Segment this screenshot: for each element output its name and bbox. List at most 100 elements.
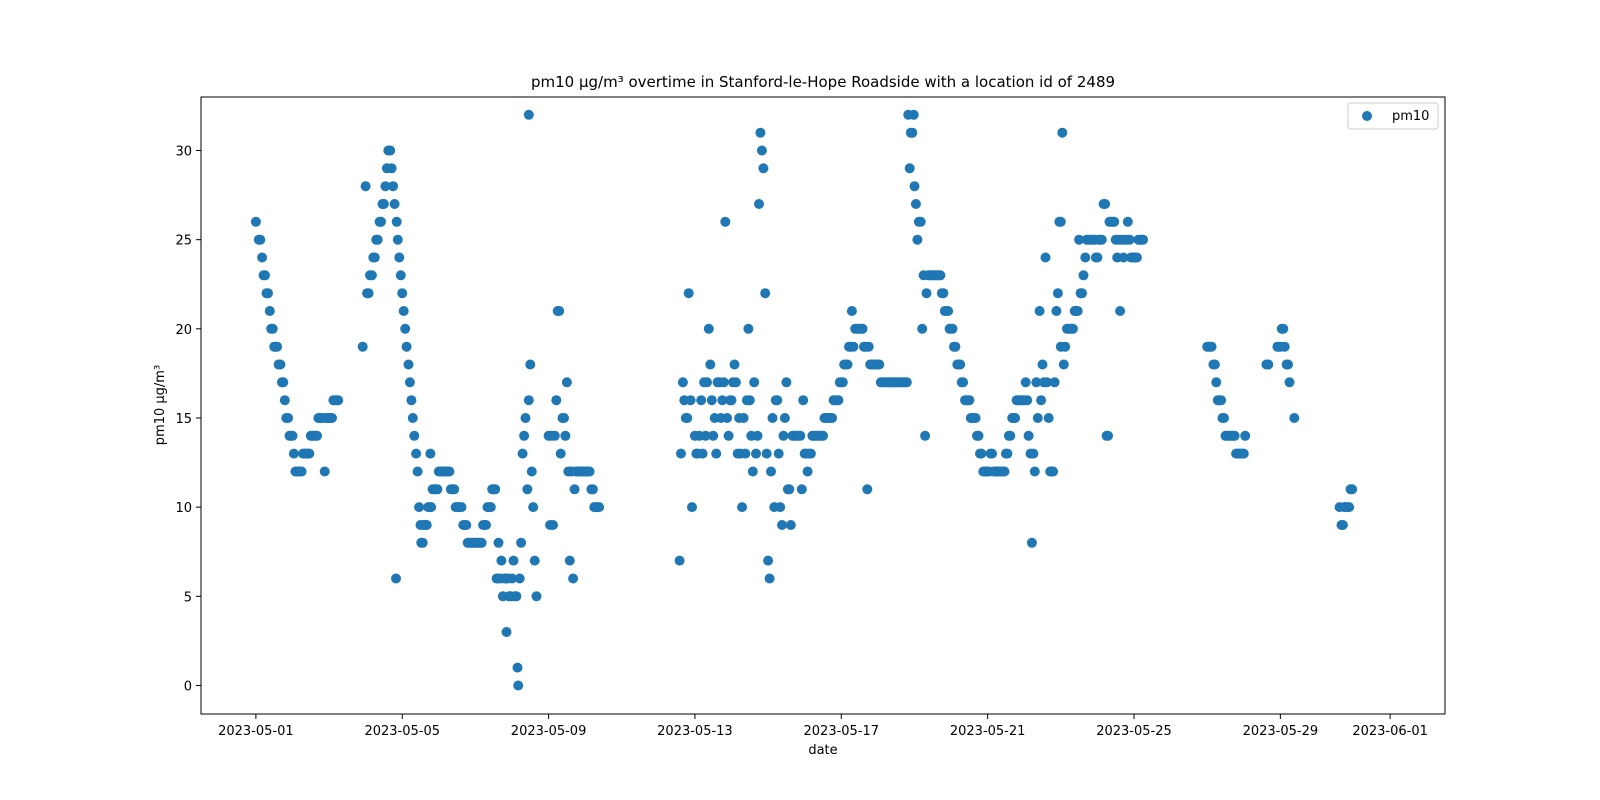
- data-point: [987, 448, 997, 459]
- data-point: [561, 377, 572, 388]
- data-point: [426, 502, 437, 513]
- x-tick-label: 2023-05-01: [218, 724, 294, 739]
- data-point: [512, 662, 523, 673]
- y-tick-label: 30: [175, 144, 192, 159]
- data-point: [863, 341, 874, 352]
- data-point: [1096, 234, 1107, 245]
- data-point: [523, 395, 534, 406]
- data-point: [827, 413, 838, 423]
- data-point: [1010, 413, 1021, 423]
- data-point: [1263, 359, 1274, 370]
- data-point: [476, 537, 487, 548]
- data-point: [1032, 413, 1043, 423]
- data-point: [756, 145, 767, 156]
- data-point: [272, 341, 283, 352]
- data-point: [1036, 395, 1047, 406]
- data-point: [773, 448, 784, 459]
- data-point: [516, 537, 527, 548]
- data-point: [798, 395, 809, 406]
- data-point: [1278, 323, 1289, 334]
- data-point: [568, 573, 579, 584]
- data-point: [767, 413, 778, 423]
- data-point: [529, 555, 540, 566]
- y-tick-label: 10: [175, 501, 192, 516]
- data-point: [970, 413, 981, 423]
- y-tick-label: 5: [184, 590, 192, 605]
- plot-frame: [200, 96, 1446, 715]
- data-point: [1103, 430, 1113, 441]
- data-point: [751, 448, 761, 459]
- data-point: [1122, 216, 1133, 227]
- data-point: [490, 484, 501, 495]
- data-point: [973, 430, 984, 441]
- data-point: [493, 537, 504, 548]
- data-point: [1337, 520, 1348, 530]
- data-point: [376, 216, 386, 227]
- legend-marker: [1362, 111, 1372, 121]
- data-point: [766, 466, 776, 477]
- data-point: [417, 537, 428, 548]
- data-point: [915, 216, 926, 227]
- data-point: [1074, 234, 1085, 245]
- data-point: [296, 466, 307, 477]
- data-point: [846, 306, 857, 316]
- data-point: [275, 359, 286, 370]
- data-point: [1216, 395, 1227, 406]
- data-point: [976, 448, 987, 459]
- legend-label: pm10: [1392, 109, 1429, 124]
- data-point: [862, 484, 873, 495]
- data-point: [1055, 216, 1066, 227]
- data-point: [304, 448, 315, 459]
- data-point: [700, 430, 711, 441]
- data-point: [520, 413, 531, 423]
- data-point: [777, 520, 787, 530]
- data-point: [385, 145, 396, 156]
- data-point: [677, 377, 688, 388]
- data-point: [255, 234, 266, 245]
- data-point: [389, 199, 400, 209]
- data-point: [1041, 377, 1052, 388]
- data-point: [560, 430, 571, 441]
- data-point: [1344, 502, 1355, 513]
- data-point: [412, 466, 423, 477]
- data-point: [837, 377, 848, 388]
- data-point: [1026, 537, 1037, 548]
- data-point: [526, 466, 537, 477]
- data-point: [1040, 252, 1051, 263]
- data-point: [1206, 341, 1217, 352]
- data-point: [1283, 359, 1293, 370]
- data-point: [775, 502, 786, 513]
- data-point: [784, 484, 795, 495]
- data-point: [1279, 341, 1290, 352]
- data-point: [522, 484, 533, 495]
- data-point: [523, 109, 534, 120]
- data-points: [250, 109, 1358, 691]
- data-point: [754, 199, 764, 209]
- data-point: [935, 270, 946, 281]
- data-point: [943, 306, 954, 316]
- data-point: [380, 181, 391, 192]
- data-point: [706, 395, 717, 406]
- data-point: [507, 573, 517, 584]
- data-point: [1034, 306, 1045, 316]
- data-point: [511, 591, 522, 602]
- data-point: [548, 520, 558, 530]
- data-point: [781, 377, 792, 388]
- data-point: [1219, 413, 1229, 423]
- data-point: [730, 377, 741, 388]
- data-point: [901, 377, 912, 388]
- data-point: [705, 359, 716, 370]
- data-point: [401, 341, 412, 352]
- data-point: [1289, 413, 1300, 423]
- data-point: [1048, 466, 1059, 477]
- data-point: [386, 163, 397, 174]
- data-point: [391, 216, 402, 227]
- data-point: [1005, 430, 1016, 441]
- data-point: [1072, 306, 1083, 316]
- y-axis-label: pm10 µg/m³: [153, 365, 168, 445]
- data-point: [264, 306, 275, 316]
- data-point: [687, 502, 697, 513]
- data-point: [461, 520, 472, 530]
- y-axis-ticks: 0 5 10 15 20 25 30: [175, 144, 201, 694]
